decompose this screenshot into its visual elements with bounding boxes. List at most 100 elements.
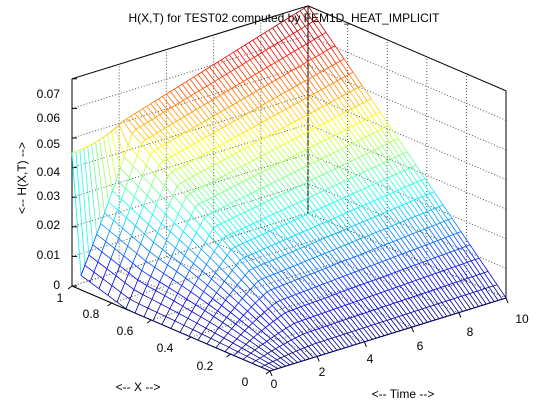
mesh-line	[249, 109, 254, 113]
mesh-line	[435, 273, 446, 287]
mesh-line	[337, 306, 342, 309]
mesh-line	[222, 191, 233, 204]
mesh-line	[322, 49, 328, 53]
mesh-line	[240, 213, 251, 226]
mesh-line	[390, 158, 401, 173]
mesh-line	[278, 110, 283, 114]
mesh-line	[263, 135, 268, 139]
mesh-line	[354, 314, 359, 317]
mesh-line	[312, 21, 323, 35]
mesh-line	[314, 108, 319, 112]
mesh-line	[276, 357, 281, 361]
mesh-line	[255, 91, 266, 104]
mesh-line	[143, 195, 148, 206]
mesh-line	[183, 97, 188, 101]
mesh-line	[294, 50, 304, 65]
mesh-line	[324, 188, 329, 191]
mesh-line	[213, 132, 224, 145]
mesh-line	[316, 193, 326, 207]
mesh-line	[307, 345, 318, 357]
mesh-line	[277, 272, 288, 284]
mesh-line	[434, 257, 444, 271]
mesh-line	[426, 211, 437, 225]
mesh-line	[311, 177, 316, 181]
mesh-line	[349, 256, 354, 260]
mesh-line	[347, 228, 357, 241]
mesh-line	[177, 83, 183, 87]
mesh-line	[407, 217, 412, 220]
mesh-line	[412, 233, 423, 247]
mesh-line	[362, 221, 373, 235]
mesh-line	[279, 241, 289, 254]
mesh-line	[378, 214, 389, 228]
mesh-line	[226, 249, 232, 256]
mesh-line	[163, 185, 174, 196]
mesh-line	[211, 210, 217, 214]
mesh-line	[234, 69, 244, 82]
mesh-line	[291, 15, 302, 29]
mesh-line	[277, 40, 282, 44]
mesh-line	[353, 256, 364, 270]
mesh-line	[304, 26, 315, 40]
mesh-line	[389, 304, 400, 317]
mesh-line	[256, 34, 262, 38]
mesh-line	[192, 109, 197, 113]
mesh-line	[384, 242, 390, 246]
mesh-line	[194, 143, 204, 155]
mesh-line	[443, 219, 449, 222]
mesh-line	[320, 69, 325, 73]
mesh-line	[185, 277, 195, 286]
mesh-line	[296, 350, 306, 361]
mesh-line	[432, 288, 438, 291]
mesh-line	[414, 264, 425, 278]
mesh-line	[260, 366, 271, 372]
mesh-line	[251, 306, 261, 316]
mesh-line	[196, 174, 207, 186]
mesh-line	[253, 107, 258, 111]
mesh-line	[154, 175, 165, 186]
mesh-line	[293, 220, 304, 233]
mesh-line	[224, 109, 235, 122]
mesh-line	[104, 212, 114, 221]
mesh-line	[168, 125, 179, 138]
mesh-line	[340, 244, 345, 248]
mesh-line	[166, 91, 171, 95]
mesh-line	[404, 168, 409, 171]
mesh-line	[236, 100, 241, 104]
mesh-line	[297, 264, 307, 277]
mesh-line	[393, 140, 404, 154]
mesh-line	[275, 77, 281, 81]
mesh-line	[406, 151, 417, 166]
mesh-line	[253, 173, 259, 177]
mesh-line	[194, 140, 199, 144]
z-axis-title: <-- H(X,T) -->	[15, 142, 29, 214]
mesh-line	[243, 78, 248, 82]
mesh-line	[107, 295, 118, 303]
mesh-line	[181, 83, 192, 96]
mesh-line	[175, 167, 181, 171]
mesh-line	[133, 279, 139, 290]
mesh-line	[441, 302, 452, 316]
mesh-line	[185, 78, 191, 83]
mesh-line	[242, 298, 252, 308]
mesh-line	[277, 210, 282, 213]
x-axis-title: <-- X -->	[116, 380, 161, 394]
mesh-line	[238, 298, 243, 304]
mesh-line	[406, 313, 416, 327]
mesh-line	[329, 264, 335, 267]
mesh-line	[146, 276, 152, 286]
mesh-line	[187, 163, 198, 175]
mesh-line	[150, 100, 155, 105]
mesh-line	[258, 343, 263, 348]
mesh-line	[282, 327, 287, 332]
mesh-line	[306, 165, 316, 179]
mesh-line	[287, 297, 298, 309]
mesh-line	[324, 296, 329, 299]
mesh-line	[382, 211, 387, 214]
mesh-line	[390, 273, 401, 287]
mesh-line	[256, 266, 267, 278]
mesh-line	[438, 254, 443, 257]
mesh-line	[425, 244, 435, 259]
mesh-line	[319, 174, 324, 177]
mesh-line	[232, 217, 243, 230]
